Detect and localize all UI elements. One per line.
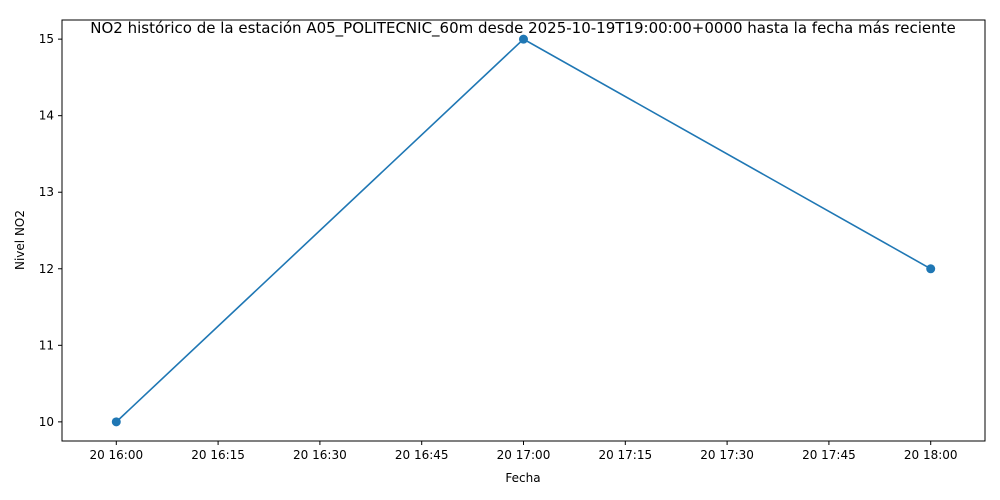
x-tick-label: 20 16:30 [293, 448, 347, 462]
chart-title: NO2 histórico de la estación A05_POLITEC… [90, 19, 955, 38]
x-tick-label: 20 17:30 [700, 448, 754, 462]
data-point [519, 34, 528, 44]
series-layer [111, 34, 936, 427]
x-tick-label: 20 18:00 [904, 448, 958, 462]
y-tick-label: 12 [39, 262, 54, 276]
x-axis-label: Fecha [505, 471, 540, 485]
series-line [115, 38, 932, 423]
x-tick-label: 20 17:15 [598, 448, 652, 462]
plot-area-frame [61, 19, 986, 442]
x-tick-label: 20 16:15 [191, 448, 245, 462]
x-tick-label: 20 16:00 [89, 448, 143, 462]
x-tick-label: 20 17:45 [802, 448, 856, 462]
x-tick-label: 20 17:00 [497, 448, 551, 462]
y-axis-label: Nivel NO2 [13, 210, 27, 270]
y-axis: 10 11 12 13 14 15 [39, 32, 62, 429]
x-tick-label: 20 16:45 [395, 448, 449, 462]
x-axis: 20 16:00 20 16:15 20 16:30 20 16:45 20 17:00… [89, 441, 958, 462]
y-tick-label: 14 [39, 109, 54, 123]
y-tick-label: 11 [39, 338, 54, 352]
y-tick-label: 15 [39, 32, 54, 46]
y-tick-label: 13 [39, 185, 54, 199]
y-tick-label: 10 [39, 415, 54, 429]
data-point [926, 264, 936, 274]
data-point [111, 417, 121, 427]
